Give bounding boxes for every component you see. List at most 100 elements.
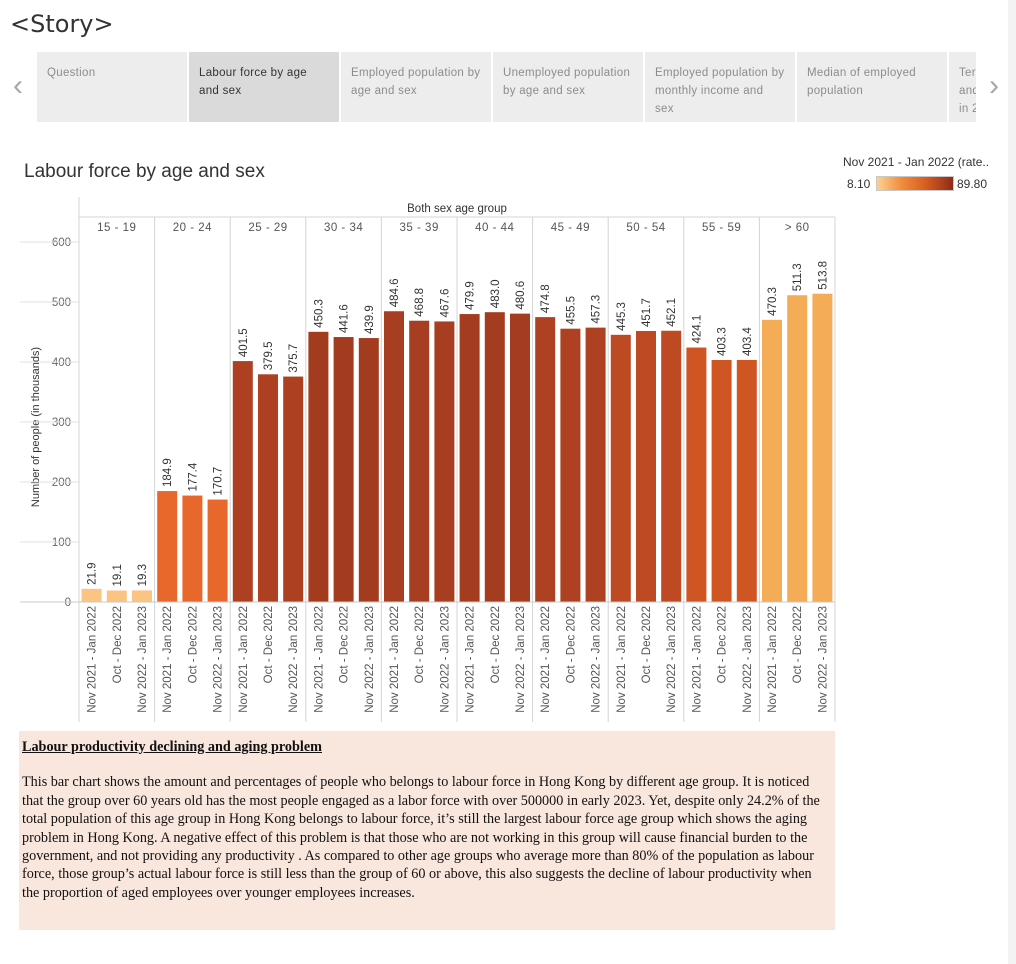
bar [384, 311, 404, 602]
bar [711, 360, 732, 602]
bar-value-label: 19.3 [137, 564, 149, 586]
bar-value-label: 457.3 [591, 295, 603, 324]
period-label: Nov 2022 - Jan 2023 [439, 606, 451, 713]
period-label: Nov 2021 - Jan 2022 [465, 606, 477, 713]
y-tick-label: 400 [52, 357, 71, 369]
bar-value-label: 511.3 [792, 263, 804, 291]
bar [333, 337, 354, 602]
age-group-label: 40 - 44 [475, 222, 514, 234]
age-group-label: 45 - 49 [551, 222, 590, 234]
bar [535, 317, 556, 602]
tab-label: Question [47, 67, 96, 79]
tab-employed-population-by-age-and-sex[interactable]: Employed population by age and sex [341, 52, 491, 122]
tab-label: Ter and in 2 [959, 67, 976, 115]
period-label: Oct - Dec 2022 [490, 606, 502, 683]
labour-force-bar-chart[interactable]: Both sex age group Number of people (in t… [0, 195, 850, 725]
bar-value-label: 184.9 [162, 458, 174, 487]
tab-question[interactable]: Question [37, 52, 187, 122]
period-label: Nov 2022 - Jan 2023 [137, 606, 149, 713]
tab-partial[interactable]: Ter and in 2 [949, 52, 976, 122]
color-legend-gradient [876, 176, 954, 191]
group-header-label: Both sex age group [407, 203, 507, 215]
y-tick-label: 200 [52, 477, 71, 489]
vertical-scrollbar[interactable] [1008, 0, 1016, 964]
bar-value-label: 451.7 [641, 298, 653, 327]
age-group-label: 30 - 34 [324, 222, 363, 234]
bar [560, 328, 581, 602]
bar-value-label: 19.1 [112, 564, 124, 586]
period-label: Nov 2022 - Jan 2023 [591, 606, 603, 713]
bar-value-label: 479.9 [465, 281, 477, 310]
period-label: Nov 2022 - Jan 2023 [213, 606, 225, 713]
bar-value-label: 441.6 [339, 304, 351, 333]
period-label: Nov 2021 - Jan 2022 [162, 606, 174, 713]
bar [510, 313, 530, 602]
tab-employed-population-by-monthly-income[interactable]: Employed population by monthly income an… [645, 52, 795, 122]
bar [308, 331, 329, 602]
period-label: Nov 2022 - Jan 2023 [515, 606, 527, 713]
chevron-right-icon[interactable]: › [989, 69, 999, 102]
age-group-label: 55 - 59 [702, 222, 741, 234]
age-group-label: 25 - 29 [248, 222, 287, 234]
period-label: Nov 2021 - Jan 2022 [616, 606, 628, 713]
tab-label: Unemployed population by age and sex [503, 67, 631, 97]
age-group-label: > 60 [785, 222, 810, 234]
chevron-left-icon[interactable]: ‹ [13, 69, 23, 102]
y-axis-title: Number of people (in thousands) [30, 347, 42, 507]
period-label: Oct - Dec 2022 [263, 606, 275, 683]
bar [585, 327, 606, 602]
bar-value-label: 403.3 [717, 327, 729, 356]
period-label: Oct - Dec 2022 [565, 606, 577, 683]
bar [258, 374, 278, 602]
bar [736, 359, 757, 602]
bar [636, 330, 656, 602]
color-legend-max: 89.80 [957, 177, 988, 191]
period-label: Nov 2021 - Jan 2022 [540, 606, 552, 713]
period-label: Nov 2022 - Jan 2023 [817, 606, 829, 713]
bar-value-label: 455.5 [565, 296, 577, 325]
tab-median-of-employed-population[interactable]: Median of employed population [797, 52, 947, 122]
bar-value-label: 484.6 [389, 278, 401, 307]
tab-label: Labour force by age and sex [199, 67, 307, 97]
bar-value-label: 480.6 [515, 281, 527, 310]
period-label: Oct - Dec 2022 [792, 606, 804, 683]
bar [610, 334, 631, 602]
period-label: Oct - Dec 2022 [187, 606, 199, 683]
color-legend-title[interactable]: Nov 2021 - Jan 2022 (rate.. [843, 155, 990, 169]
bar [812, 293, 833, 602]
tab-label: Employed population by age and sex [351, 67, 481, 97]
period-label: Nov 2022 - Jan 2023 [364, 606, 376, 713]
tab-label: Employed population by monthly income an… [655, 67, 785, 115]
bar [157, 491, 178, 602]
period-label: Oct - Dec 2022 [641, 606, 653, 683]
bar [106, 590, 127, 602]
bar [459, 314, 480, 602]
bar [661, 330, 682, 602]
bar-value-label: 474.8 [540, 284, 552, 313]
period-label: Oct - Dec 2022 [339, 606, 351, 683]
period-label: Oct - Dec 2022 [112, 606, 124, 683]
story-title: <Story> [10, 10, 114, 38]
period-label: Nov 2021 - Jan 2022 [87, 606, 99, 713]
sheet-title: Labour force by age and sex [24, 161, 265, 182]
tab-unemployed-population-by-age-and-sex[interactable]: Unemployed population by age and sex [493, 52, 643, 122]
note-body: This bar chart shows the amount and perc… [22, 774, 820, 901]
bar-value-label: 445.3 [616, 302, 628, 331]
bar-value-label: 379.5 [263, 342, 275, 371]
bar-value-label: 21.9 [87, 562, 99, 584]
bar-value-label: 483.0 [490, 279, 502, 308]
story-tab-strip: Question Labour force by age and sex Emp… [37, 52, 976, 122]
period-label: Nov 2022 - Jan 2023 [666, 606, 678, 713]
bar-value-label: 468.8 [414, 288, 426, 317]
tab-label: Median of employed population [807, 67, 916, 97]
y-tick-label: 0 [65, 597, 71, 609]
bar-value-label: 170.7 [213, 467, 225, 496]
story-note: Labour productivity declining and aging … [19, 731, 835, 930]
tab-labour-force-by-age-and-sex[interactable]: Labour force by age and sex [189, 52, 339, 122]
bar-value-label: 450.3 [313, 299, 325, 328]
bar [787, 295, 808, 602]
period-label: Nov 2021 - Jan 2022 [389, 606, 401, 713]
age-group-label: 35 - 39 [400, 222, 439, 234]
period-label: Nov 2022 - Jan 2023 [742, 606, 754, 713]
bar [409, 320, 430, 602]
